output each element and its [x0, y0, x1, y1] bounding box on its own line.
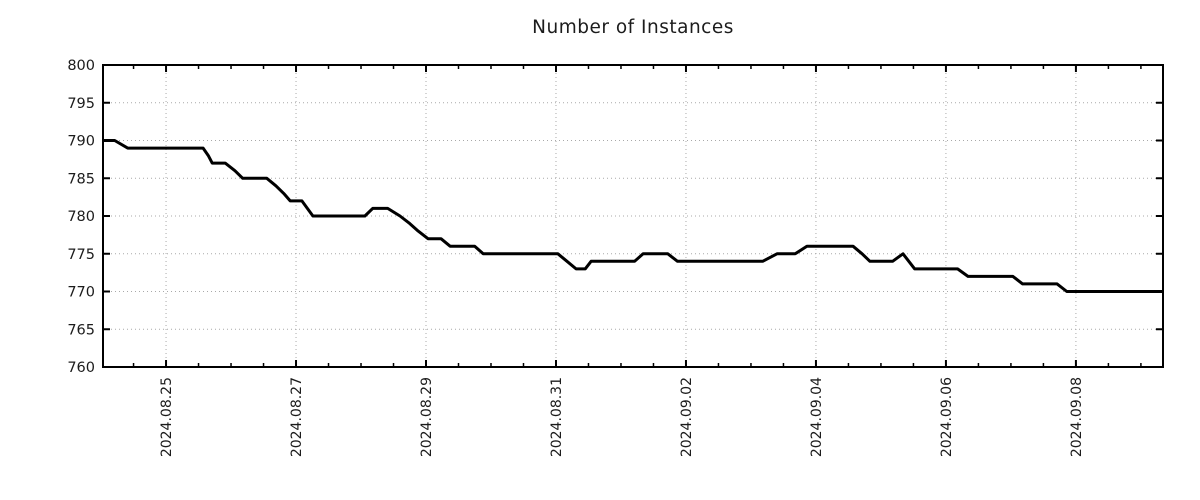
- y-tick-label: 790: [67, 134, 95, 150]
- x-tick-label: 2024.08.27: [289, 377, 305, 457]
- x-tick-label: 2024.08.31: [549, 377, 565, 457]
- x-tick-label: 2024.09.02: [679, 377, 695, 457]
- plot-border: [102, 64, 1164, 368]
- x-tick-label: 2024.08.25: [159, 377, 175, 457]
- y-tick-label: 760: [67, 360, 95, 376]
- x-axis-labels: 2024.08.25 2024.08.27 2024.08.29 2024.08.31…: [159, 377, 1085, 457]
- grid-lines: [103, 65, 1163, 367]
- chart-title: Number of Instances: [532, 17, 734, 38]
- y-tick-label: 770: [67, 285, 95, 301]
- y-tick-label: 780: [67, 209, 95, 225]
- x-tick-label: 2024.09.06: [939, 377, 955, 457]
- y-axis-labels: 760 765 770 775 780 785 790 795 800: [67, 58, 95, 376]
- y-tick-label: 775: [67, 247, 95, 263]
- y-tick-label: 765: [67, 322, 95, 338]
- data-line-instances: [103, 139, 1163, 293]
- x-tick-label: 2024.09.04: [809, 377, 825, 457]
- y-tick-label: 785: [67, 171, 95, 187]
- y-tick-label: 800: [67, 58, 95, 74]
- y-tick-label: 795: [67, 96, 95, 112]
- x-tick-label: 2024.09.08: [1069, 377, 1085, 457]
- x-tick-label: 2024.08.29: [419, 377, 435, 457]
